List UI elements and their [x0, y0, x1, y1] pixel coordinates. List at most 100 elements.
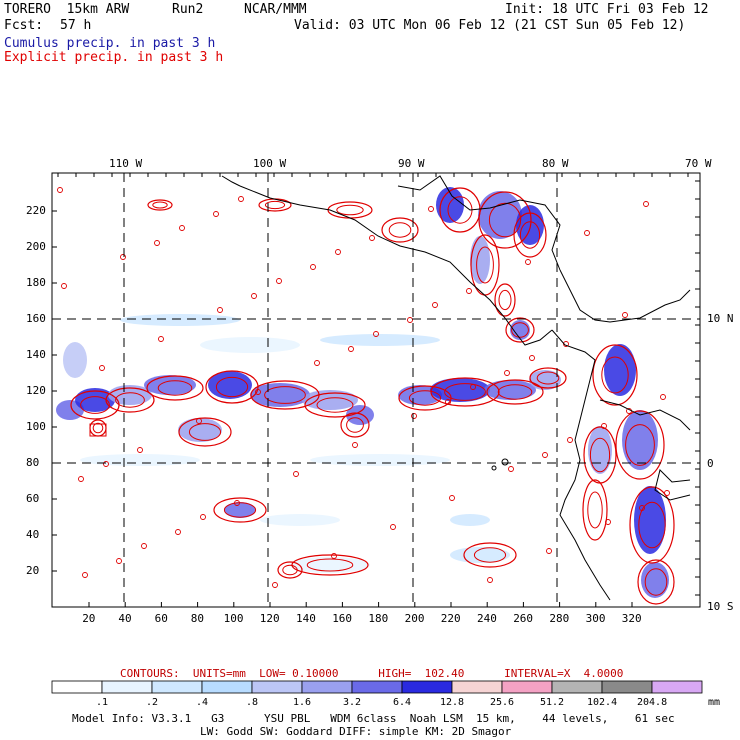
coastline: [239, 185, 553, 346]
explicit-precip-contour: [304, 392, 366, 418]
y-tick-label: 220: [26, 204, 46, 217]
explicit-precip-cell: [99, 365, 105, 371]
explicit-precip-cell: [82, 572, 88, 578]
explicit-precip-contour: [592, 344, 638, 406]
cumulus-precip-area: [604, 344, 636, 396]
explicit-precip-contour: [488, 202, 522, 238]
explicit-precip-cell: [251, 293, 257, 299]
explicit-precip-contour: [629, 486, 675, 564]
init-time: Init: 18 UTC Fri 03 Feb 12: [505, 2, 709, 17]
explicit-precip-contour: [147, 199, 173, 211]
y-tick-label: 100: [26, 420, 46, 433]
legend-label: 12.8: [440, 697, 465, 708]
x-tick-label: 40: [118, 612, 132, 625]
cumulus-precip-area: [310, 454, 450, 466]
explicit-precip-contour: [381, 217, 419, 243]
cumulus-precip-area: [634, 486, 666, 554]
lon-label: 100 W: [253, 157, 287, 170]
explicit-precip-cell: [116, 558, 122, 564]
explicit-precip-contour: [601, 356, 629, 394]
explicit-precip-cell: [664, 490, 670, 496]
explicit-precip-cell: [78, 476, 84, 482]
explicit-precip-cell: [643, 201, 649, 207]
explicit-precip-contour: [157, 380, 193, 396]
y-tick-label: 40: [26, 528, 40, 541]
y-tick-label: 80: [26, 456, 40, 469]
cumulus-precip-area: [478, 191, 522, 239]
cumulus-precip-area: [484, 380, 536, 400]
cumulus-precip-area: [200, 337, 300, 353]
explicit-precip-contour: [430, 377, 500, 407]
explicit-precip-cell: [542, 452, 548, 458]
explicit-precip-cell: [660, 394, 666, 400]
x-tick-label: 260: [513, 612, 534, 625]
explicit-precip-cell: [449, 495, 455, 501]
legend-swatch: [351, 680, 403, 694]
explicit-precip-contour: [264, 386, 306, 404]
legend-swatch: [451, 680, 503, 694]
x-tick-label: 220: [440, 612, 461, 625]
explicit-precip-contour: [327, 201, 373, 219]
legend-swatch: [301, 680, 353, 694]
explicit-precip-contour: [316, 397, 354, 413]
explicit-precip-contour: [346, 417, 364, 433]
explicit-precip-contour: [258, 198, 292, 212]
explicit-precip-contour: [213, 497, 267, 523]
lat-label: 10 S: [707, 600, 734, 613]
explicit-precip-cell: [352, 442, 358, 448]
legend-label: 3.2: [343, 697, 362, 708]
explicit-precip-contour: [463, 542, 517, 568]
explicit-precip-contour: [408, 390, 442, 406]
explicit-precip-contour: [444, 383, 486, 401]
cumulus-precip-area: [510, 320, 530, 340]
explicit-precip-contour: [519, 221, 541, 249]
cumulus-precip-area: [120, 314, 240, 326]
explicit-precip-cell: [310, 264, 316, 270]
cumulus-precip-area: [260, 514, 340, 526]
explicit-precip-cell: [154, 240, 160, 246]
explicit-precip-cell: [276, 278, 282, 284]
explicit-precip-contour: [529, 367, 567, 389]
explicit-precip-cell: [217, 307, 223, 313]
explicit-precip-cell: [57, 187, 63, 193]
explicit-precip-cell: [529, 355, 535, 361]
explicit-precip-cell: [335, 249, 341, 255]
explicit-precip-cell: [605, 519, 611, 525]
explicit-precip-cell: [179, 225, 185, 231]
cumulus-precip-area: [436, 187, 464, 223]
y-tick-label: 200: [26, 240, 46, 253]
explicit-precip-cell: [272, 582, 278, 588]
lat-label: 0: [707, 457, 714, 470]
explicit-precip-cell: [487, 577, 493, 583]
explicit-precip-contour: [615, 410, 665, 480]
explicit-precip-contour: [188, 423, 222, 441]
explicit-precip-cell: [61, 283, 67, 289]
legend-label: 51.2: [540, 697, 565, 708]
explicit-precip-cell: [428, 206, 434, 212]
lon-label: 80 W: [542, 157, 569, 170]
explicit-precip-cell: [331, 553, 337, 559]
y-tick-label: 140: [26, 348, 46, 361]
explicit-precip-cell: [407, 317, 413, 323]
explicit-precip-contour: [340, 412, 370, 438]
explicit-precip-cell: [504, 370, 510, 376]
cumulus-precip-area: [588, 426, 612, 474]
valid-time: Valid: 03 UTC Mon 06 Feb 12 (21 CST Sun …: [294, 18, 686, 33]
explicit-precip-contour: [497, 384, 533, 400]
explicit-precip-contour: [215, 376, 249, 398]
explicit-precip-contour: [277, 561, 303, 579]
x-tick-label: 240: [477, 612, 497, 625]
y-tick-label: 60: [26, 492, 40, 505]
explicit-precip-cell: [103, 461, 109, 467]
cumulus-precip-area: [470, 236, 490, 284]
cumulus-precip-area: [224, 502, 256, 518]
cumulus-precip-area: [320, 334, 440, 346]
physics-info: LW: Godd SW: Goddard DIFF: simple KM: 2D…: [200, 725, 512, 738]
explicit-precip-cell: [213, 211, 219, 217]
x-tick-label: 120: [259, 612, 280, 625]
y-tick-label: 180: [26, 276, 46, 289]
explicit-precip-cell: [373, 331, 379, 337]
lon-label: 70 W: [685, 157, 712, 170]
explicit-precip-cell: [348, 346, 354, 352]
coastline: [654, 469, 691, 501]
